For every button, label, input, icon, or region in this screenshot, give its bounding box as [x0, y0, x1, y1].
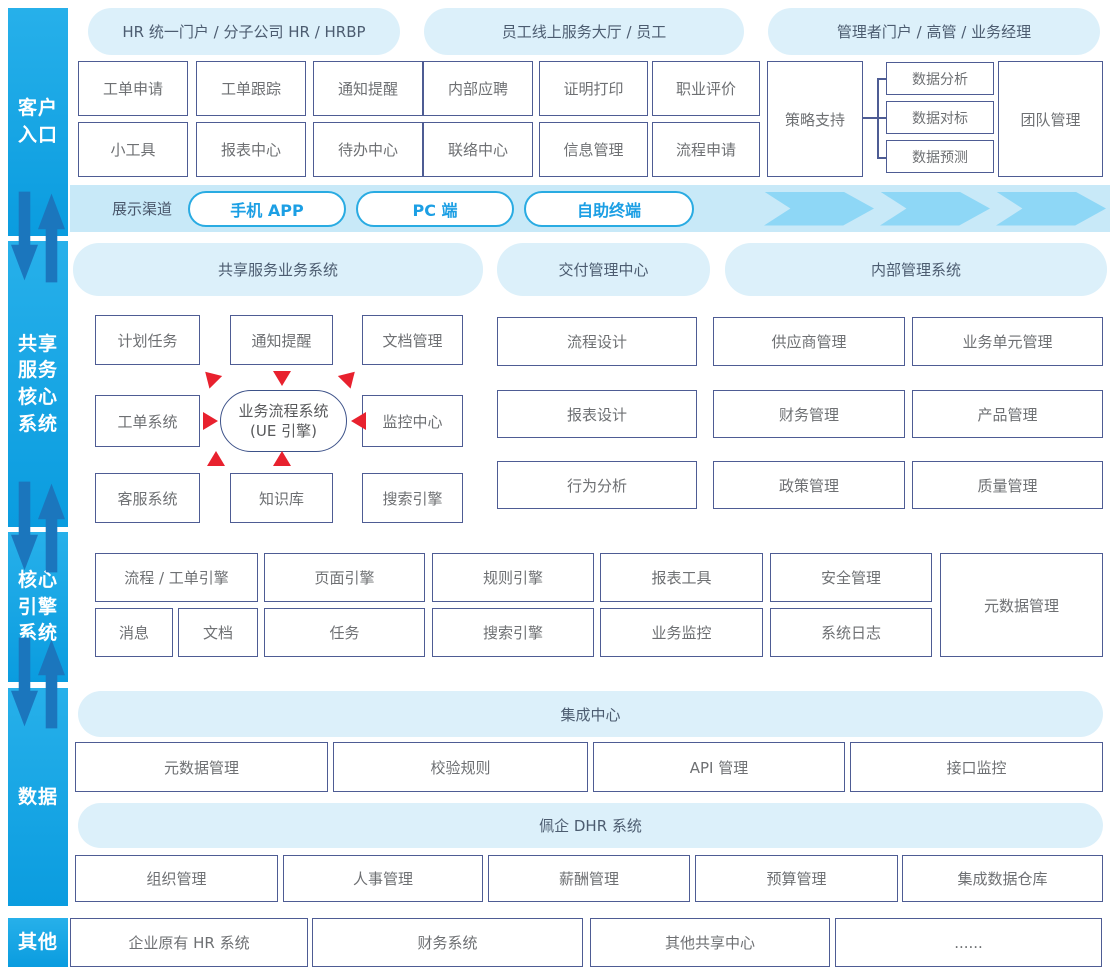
channels-label: 展示渠道: [112, 200, 173, 218]
header-pill-delivery-center: 交付管理中心: [497, 243, 710, 296]
box-process-request: 流程申请: [652, 122, 760, 177]
box-info-management: 信息管理: [539, 122, 648, 177]
box-policy-management: 政策管理: [713, 461, 905, 509]
box-finance-system: 财务系统: [312, 918, 583, 967]
sidebar-segment-customer-entry: 客户 入口: [8, 8, 68, 236]
connector-line: [877, 78, 886, 80]
box-data-forecast: 数据预测: [886, 140, 994, 173]
box-career-evaluation: 职业评价: [652, 61, 760, 116]
box-contact-center: 联络中心: [423, 122, 533, 177]
box-certificate-print: 证明打印: [539, 61, 648, 116]
box-legacy-hr-system: 企业原有 HR 系统: [70, 918, 308, 967]
box-finance-management: 财务管理: [713, 390, 905, 438]
box-personnel-management: 人事管理: [283, 855, 483, 902]
chevron-right-icon: [996, 191, 1106, 226]
box-internal-recruit: 内部应聘: [423, 61, 533, 116]
box-behavior-analysis: 行为分析: [497, 461, 697, 509]
box-integrated-data-warehouse: 集成数据仓库: [902, 855, 1103, 902]
box-business-monitor: 业务监控: [600, 608, 763, 657]
box-supplier-management: 供应商管理: [713, 317, 905, 366]
box-api-management: API 管理: [593, 742, 845, 792]
connector-line: [877, 157, 886, 159]
box-ticket-tracking: 工单跟踪: [196, 61, 306, 116]
box-notify-reminder: 通知提醒: [230, 315, 333, 365]
box-notification: 通知提醒: [313, 61, 423, 116]
channel-pill-mobile-app: 手机 APP: [188, 190, 347, 227]
box-doc-management: 文档管理: [362, 315, 463, 365]
box-metadata-management-engine: 元数据管理: [940, 553, 1103, 657]
box-quality-management: 质量管理: [912, 461, 1103, 509]
box-customer-service: 客服系统: [95, 473, 200, 523]
box-knowledge-base: 知识库: [230, 473, 333, 523]
box-todo-center: 待办中心: [313, 122, 423, 177]
box-budget-management: 预算管理: [695, 855, 898, 902]
connector-line: [877, 117, 886, 119]
box-product-management: 产品管理: [912, 390, 1103, 438]
header-pill-internal-systems: 内部管理系统: [725, 243, 1107, 296]
box-report-center: 报表中心: [196, 122, 306, 177]
box-report-design: 报表设计: [497, 390, 697, 438]
box-rule-engine: 规则引擎: [432, 553, 594, 602]
box-page-engine: 页面引擎: [264, 553, 425, 602]
box-business-unit-management: 业务单元管理: [912, 317, 1103, 366]
sidebar-segment-data: 数据: [8, 688, 68, 906]
box-search-engine-core: 搜索引擎: [432, 608, 594, 657]
box-interface-monitor: 接口监控: [850, 742, 1103, 792]
box-document: 文档: [178, 608, 258, 657]
portal-pill-manager: 管理者门户 / 高管 / 业务经理: [768, 8, 1100, 55]
box-data-benchmark: 数据对标: [886, 101, 994, 134]
header-pill-shared-service-systems: 共享服务业务系统: [73, 243, 483, 296]
box-small-tools: 小工具: [78, 122, 188, 177]
box-search-engine: 搜索引擎: [362, 473, 463, 523]
red-arrow-icon: [203, 412, 218, 430]
box-security-management: 安全管理: [770, 553, 932, 602]
box-ellipsis: ......: [835, 918, 1102, 967]
red-arrow-icon: [198, 365, 223, 389]
connector-line: [863, 117, 877, 119]
red-arrow-icon: [351, 412, 366, 430]
box-task: 任务: [264, 608, 425, 657]
sidebar-segment-shared-core: 共享 服务 核心 系统: [8, 241, 68, 527]
header-pill-integration-center: 集成中心: [78, 691, 1103, 737]
channels-band: 展示渠道 手机 APP PC 端 自助终端: [70, 185, 1110, 232]
portal-pill-employee: 员工线上服务大厅 / 员工: [424, 8, 744, 55]
red-arrow-icon: [273, 451, 291, 466]
box-planned-tasks: 计划任务: [95, 315, 200, 365]
box-payroll-management: 薪酬管理: [488, 855, 690, 902]
red-arrow-icon: [337, 365, 362, 389]
box-strategy-support: 策略支持: [767, 61, 863, 177]
bidirectional-arrow-icon: [11, 481, 65, 573]
box-metadata-management: 元数据管理: [75, 742, 328, 792]
box-ticket-request: 工单申请: [78, 61, 188, 116]
red-arrow-icon: [273, 371, 291, 386]
portal-pill-hr: HR 统一门户 / 分子公司 HR / HRBP: [88, 8, 400, 55]
header-pill-dhr-system: 佩企 DHR 系统: [78, 803, 1103, 848]
box-other-shared-centers: 其他共享中心: [590, 918, 830, 967]
chevron-right-icon: [880, 191, 990, 226]
box-process-design: 流程设计: [497, 317, 697, 366]
box-validation-rules: 校验规则: [333, 742, 588, 792]
bidirectional-arrow-icon: [11, 191, 65, 283]
channel-pill-self-terminal: 自助终端: [524, 190, 695, 227]
red-arrow-icon: [207, 451, 225, 466]
box-ticket-system: 工单系统: [95, 395, 200, 447]
box-process-ticket-engine: 流程 / 工单引擎: [95, 553, 258, 602]
box-organization-management: 组织管理: [75, 855, 278, 902]
box-team-management: 团队管理: [998, 61, 1103, 177]
box-message: 消息: [95, 608, 173, 657]
sidebar-segment-others: 其他: [8, 918, 68, 967]
chevron-right-icon: [764, 191, 874, 226]
box-system-log: 系统日志: [770, 608, 932, 657]
hub-business-process-engine: 业务流程系统 (UE 引擎): [220, 390, 347, 452]
bidirectional-arrow-icon: [11, 637, 65, 729]
box-data-analysis: 数据分析: [886, 62, 994, 95]
box-report-tools: 报表工具: [600, 553, 763, 602]
channel-pill-pc: PC 端: [356, 190, 515, 227]
box-monitor-center: 监控中心: [362, 395, 463, 447]
